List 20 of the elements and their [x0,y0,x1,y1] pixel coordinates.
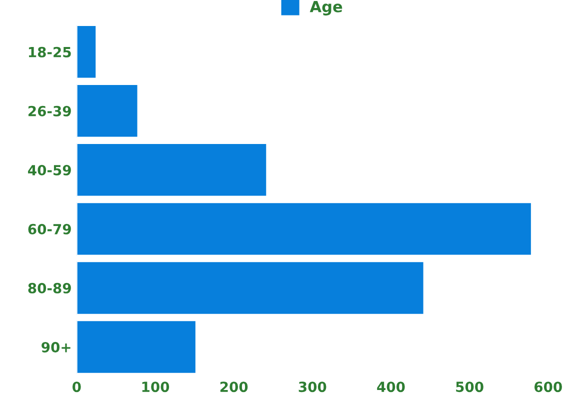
bar [76,320,197,374]
x-tick-label: 500 [456,382,484,392]
x-tick-label: 300 [298,382,326,392]
y-tick-label: 60-79 [28,224,71,234]
y-tick-label: 80-89 [28,282,71,294]
y-tick-label: 90+ [42,342,70,352]
bar [76,142,268,198]
x-tick-label: 600 [534,382,562,392]
y-tick-label: 40-59 [28,164,71,176]
bar [76,260,425,316]
y-tick-label: 26-39 [28,106,71,116]
bar [76,24,98,80]
y-tick-label: 18-25 [28,46,71,58]
legend-label: Age [310,1,342,16]
bar [76,202,532,256]
x-tick-label: 100 [142,382,170,392]
bar [76,84,139,138]
x-tick-label: 200 [220,382,248,392]
x-tick-label: 400 [377,382,405,392]
x-tick-label: 0 [72,382,81,392]
